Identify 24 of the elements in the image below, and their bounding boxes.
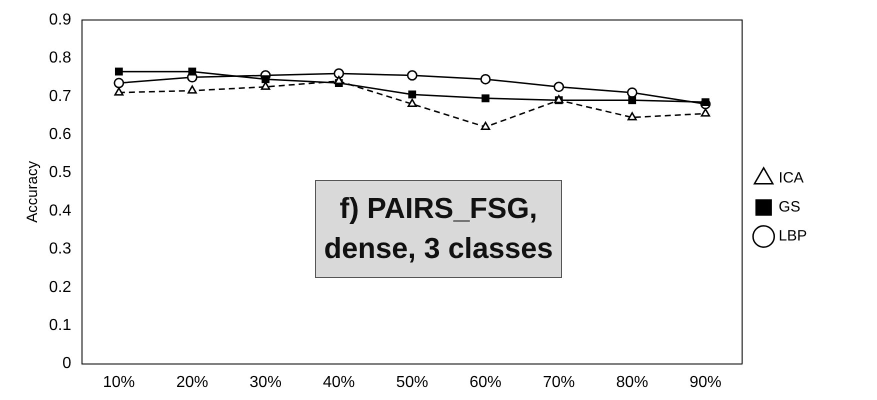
- x-tick-label: 60%: [470, 374, 502, 391]
- x-tick-label: 10%: [102, 374, 135, 391]
- x-tick-label: 90%: [689, 374, 722, 391]
- annotation: f) PAIRS_FSG, dense, 3 classes: [315, 180, 562, 278]
- y-tick-label: 0.1: [48, 317, 72, 334]
- x-tick-label: 70%: [542, 374, 575, 391]
- y-axis-title: Accuracy: [24, 160, 42, 223]
- y-tick-label: 0: [62, 355, 72, 372]
- y-tick-label: 0.5: [48, 164, 72, 182]
- legend-label: GS: [778, 198, 800, 216]
- legend-label: ICA: [778, 170, 804, 187]
- y-tick-label: 0.4: [48, 202, 72, 220]
- x-tick-label: 80%: [616, 374, 648, 391]
- y-tick-label: 0.8: [48, 50, 72, 67]
- y-tick-label: 0.2: [48, 278, 72, 296]
- legend-label: LBP: [778, 228, 808, 245]
- y-tick-label: 0.9: [48, 11, 72, 28]
- x-tick-label: 50%: [396, 374, 428, 391]
- x-tick-label: 20%: [176, 374, 208, 391]
- x-tick-label: 30%: [250, 374, 282, 391]
- y-tick-label: 0.6: [48, 126, 72, 144]
- y-tick-label: 0.3: [48, 240, 72, 258]
- x-tick-label: 40%: [322, 374, 355, 391]
- y-tick-label: 0.7: [48, 88, 72, 105]
